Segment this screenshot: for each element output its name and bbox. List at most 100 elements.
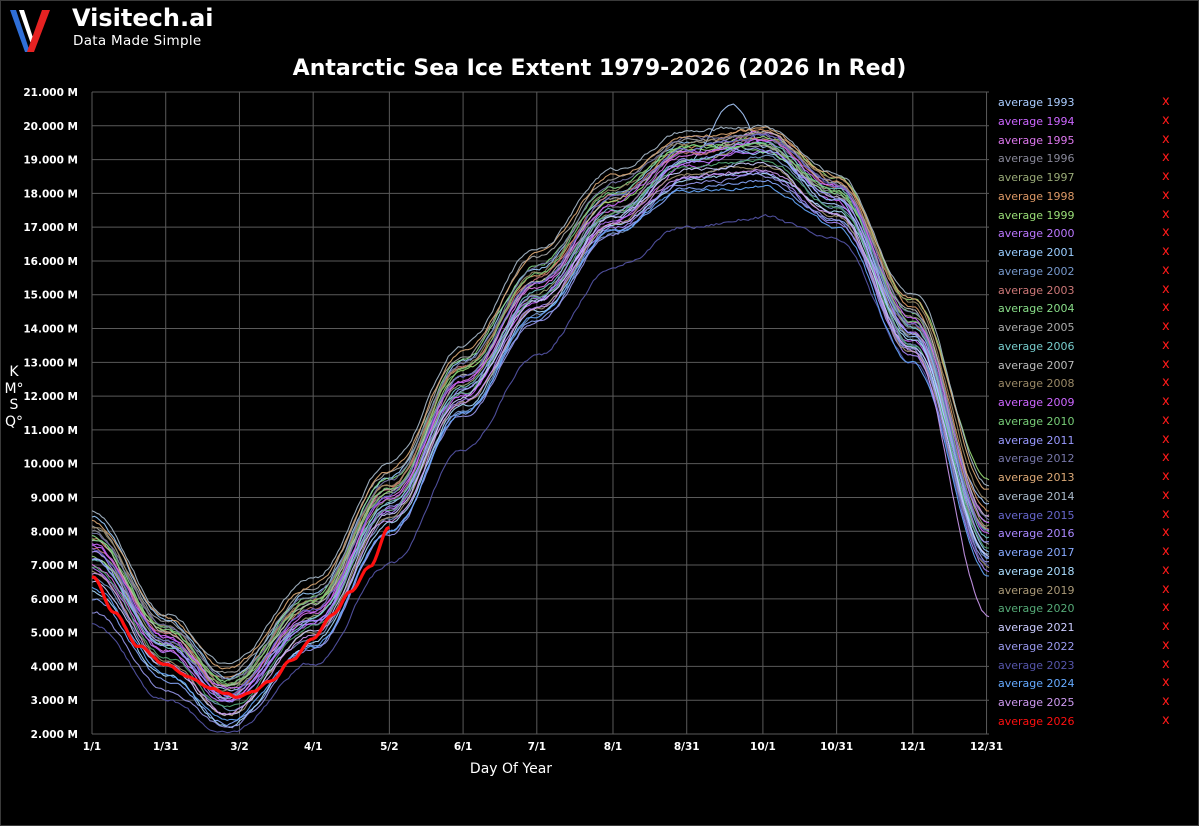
legend-item[interactable]: average 2021 x — [998, 619, 1188, 638]
remove-series-icon[interactable]: x — [1162, 206, 1170, 222]
legend-label[interactable]: average 2006 — [998, 339, 1075, 353]
legend-item[interactable]: average 2013 x — [998, 469, 1188, 488]
remove-series-icon[interactable]: x — [1162, 244, 1170, 259]
legend-label[interactable]: average 2003 — [998, 283, 1075, 297]
legend-item[interactable]: average 2001 x — [998, 244, 1188, 263]
legend-label[interactable]: average 2011 — [998, 433, 1075, 447]
legend-item[interactable]: average 2020 x — [998, 600, 1188, 619]
remove-series-icon[interactable]: x — [1162, 450, 1170, 466]
legend-label[interactable]: average 2015 — [998, 508, 1075, 522]
remove-series-icon[interactable]: x — [1162, 319, 1170, 334]
legend-item[interactable]: average 2018 x — [998, 563, 1188, 582]
remove-series-icon[interactable]: x — [1162, 112, 1170, 128]
legend-item[interactable]: average 2011 x — [998, 432, 1188, 451]
legend-item[interactable]: average 2002 x — [998, 263, 1188, 282]
legend-item[interactable]: average 2008 x — [998, 375, 1188, 394]
legend-label[interactable]: average 2004 — [998, 302, 1075, 316]
legend-item[interactable]: average 2024 x — [998, 675, 1188, 694]
legend-item[interactable]: average 2023 x — [998, 657, 1188, 676]
legend-label[interactable]: average 2022 — [998, 639, 1075, 653]
legend-item[interactable]: average 2019 x — [998, 582, 1188, 601]
remove-series-icon[interactable]: x — [1162, 281, 1170, 297]
remove-series-icon[interactable]: x — [1162, 300, 1170, 316]
legend-label[interactable]: average 2010 — [998, 414, 1075, 428]
legend-label[interactable]: average 2016 — [998, 527, 1075, 541]
remove-series-icon[interactable]: x — [1162, 619, 1170, 634]
legend-item[interactable]: average 2026 x — [998, 713, 1188, 732]
legend-label[interactable]: average 2023 — [998, 658, 1075, 672]
legend-label[interactable]: average 2002 — [998, 264, 1075, 278]
legend-label[interactable]: average 2007 — [998, 358, 1075, 372]
legend-label[interactable]: average 2001 — [998, 246, 1075, 259]
legend-label[interactable]: average 1993 — [998, 96, 1075, 109]
remove-series-icon[interactable]: x — [1162, 337, 1170, 353]
legend-item[interactable]: average 2015 x — [998, 507, 1188, 526]
legend-label[interactable]: average 2021 — [998, 621, 1075, 634]
legend-label[interactable]: average 1994 — [998, 114, 1075, 128]
remove-series-icon[interactable]: x — [1162, 94, 1170, 109]
remove-series-icon[interactable]: x — [1162, 169, 1170, 184]
remove-series-icon[interactable]: x — [1162, 637, 1170, 653]
remove-series-icon[interactable]: x — [1162, 412, 1170, 428]
legend-label[interactable]: average 2017 — [998, 546, 1075, 559]
remove-series-icon[interactable]: x — [1162, 694, 1170, 709]
remove-series-icon[interactable]: x — [1162, 544, 1170, 559]
remove-series-icon[interactable]: x — [1162, 225, 1170, 241]
legend-label[interactable]: average 2008 — [998, 377, 1075, 391]
legend-label[interactable]: average 2000 — [998, 227, 1075, 241]
legend-item[interactable]: average 2016 x — [998, 525, 1188, 544]
legend-item[interactable]: average 2000 x — [998, 225, 1188, 244]
legend-label[interactable]: average 2025 — [998, 696, 1075, 709]
legend-label[interactable]: average 2005 — [998, 321, 1075, 334]
remove-series-icon[interactable]: x — [1162, 150, 1170, 166]
legend-label[interactable]: average 2013 — [998, 471, 1075, 484]
legend-item[interactable]: average 1999 x — [998, 207, 1188, 226]
remove-series-icon[interactable]: x — [1162, 394, 1170, 409]
legend-item[interactable]: average 1997 x — [998, 169, 1188, 188]
remove-series-icon[interactable]: x — [1162, 131, 1170, 147]
legend-item[interactable]: average 1996 x — [998, 150, 1188, 169]
legend-label[interactable]: average 2024 — [998, 677, 1075, 691]
legend-item[interactable]: average 2007 x — [998, 357, 1188, 376]
remove-series-icon[interactable]: x — [1162, 431, 1170, 447]
legend-label[interactable]: average 1998 — [998, 189, 1075, 203]
remove-series-icon[interactable]: x — [1162, 469, 1170, 484]
legend-label[interactable]: average 2018 — [998, 564, 1075, 578]
remove-series-icon[interactable]: x — [1162, 712, 1170, 728]
legend-label[interactable]: average 1997 — [998, 171, 1075, 184]
remove-series-icon[interactable]: x — [1162, 375, 1170, 391]
legend-item[interactable]: average 1995 x — [998, 132, 1188, 151]
remove-series-icon[interactable]: x — [1162, 506, 1170, 522]
legend-label[interactable]: average 1996 — [998, 152, 1075, 166]
remove-series-icon[interactable]: x — [1162, 581, 1170, 597]
remove-series-icon[interactable]: x — [1162, 525, 1170, 541]
legend-label[interactable]: average 1995 — [998, 133, 1075, 147]
legend-item[interactable]: average 1998 x — [998, 188, 1188, 207]
legend-label[interactable]: average 2012 — [998, 452, 1075, 466]
remove-series-icon[interactable]: x — [1162, 262, 1170, 278]
legend-item[interactable]: average 2005 x — [998, 319, 1188, 338]
legend-item[interactable]: average 2012 x — [998, 450, 1188, 469]
legend-item[interactable]: average 2010 x — [998, 413, 1188, 432]
legend-label[interactable]: average 2020 — [998, 602, 1075, 616]
legend-item[interactable]: average 2006 x — [998, 338, 1188, 357]
legend-label[interactable]: average 2009 — [998, 396, 1075, 409]
remove-series-icon[interactable]: x — [1162, 600, 1170, 616]
legend-item[interactable]: average 2009 x — [998, 394, 1188, 413]
legend-label[interactable]: average 2014 — [998, 489, 1075, 503]
legend-label[interactable]: average 1999 — [998, 208, 1075, 222]
legend-item[interactable]: average 2025 x — [998, 694, 1188, 713]
remove-series-icon[interactable]: x — [1162, 675, 1170, 691]
legend-item[interactable]: average 2022 x — [998, 638, 1188, 657]
legend-item[interactable]: average 2004 x — [998, 300, 1188, 319]
remove-series-icon[interactable]: x — [1162, 487, 1170, 503]
legend-item[interactable]: average 1993 x — [998, 94, 1188, 113]
legend-label[interactable]: average 2019 — [998, 583, 1075, 597]
legend-item[interactable]: average 2017 x — [998, 544, 1188, 563]
remove-series-icon[interactable]: x — [1162, 562, 1170, 578]
remove-series-icon[interactable]: x — [1162, 656, 1170, 672]
remove-series-icon[interactable]: x — [1162, 356, 1170, 372]
legend-label[interactable]: average 2026 — [998, 714, 1075, 728]
remove-series-icon[interactable]: x — [1162, 187, 1170, 203]
legend-item[interactable]: average 1994 x — [998, 113, 1188, 132]
